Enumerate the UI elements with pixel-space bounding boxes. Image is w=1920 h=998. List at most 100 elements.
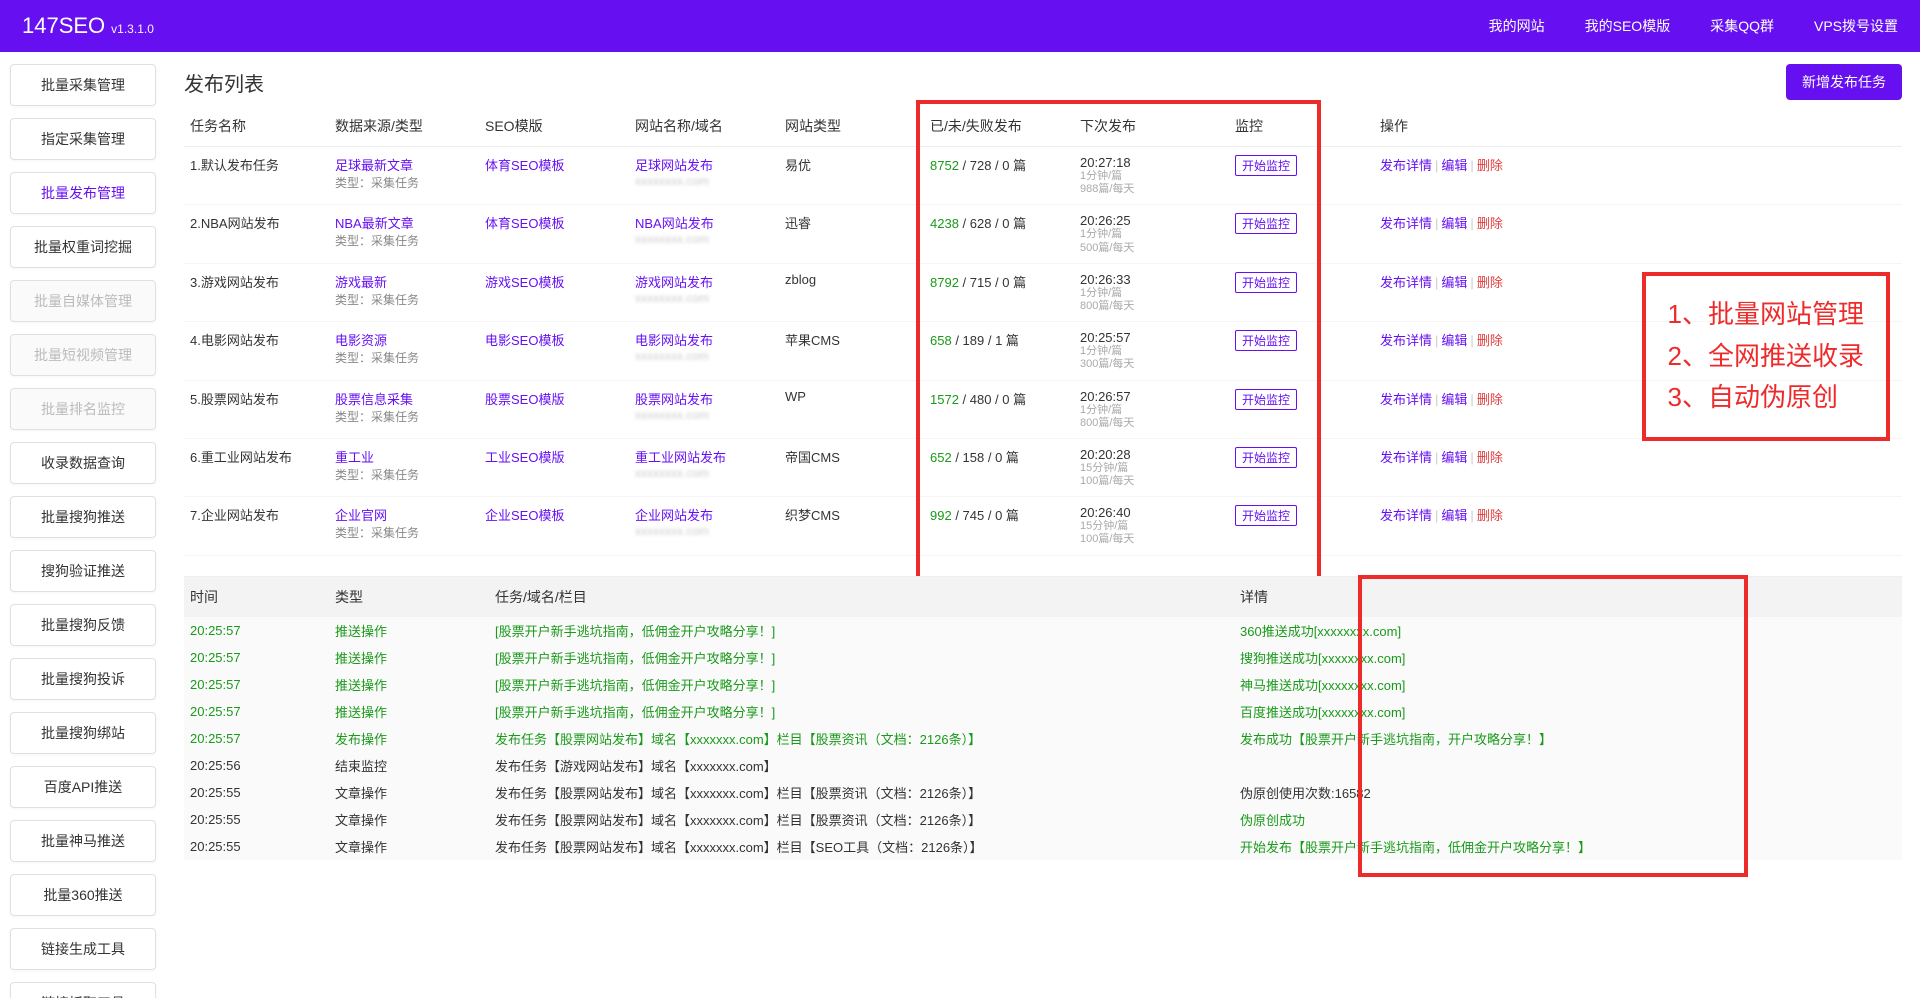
add-task-button[interactable]: 新增发布任务 (1786, 64, 1902, 100)
nav-item-2[interactable]: 采集QQ群 (1710, 16, 1774, 36)
sidebar-item-2[interactable]: 批量发布管理 (10, 172, 156, 214)
sidebar-item-15[interactable]: 批量360推送 (10, 874, 156, 916)
src-link[interactable]: 重工业 (335, 447, 473, 466)
op-edit[interactable]: 编辑 (1441, 508, 1467, 523)
log-task: 发布任务【游戏网站发布】域名【xxxxxxx.com】 (489, 752, 1234, 779)
site-link[interactable]: 股票网站发布 (635, 392, 713, 407)
sidebar-item-13[interactable]: 百度API推送 (10, 766, 156, 808)
op-detail[interactable]: 发布详情 (1380, 216, 1432, 231)
cell-type: 织梦CMS (779, 497, 924, 555)
tpl-link[interactable]: 工业SEO模版 (485, 450, 564, 465)
src-link[interactable]: 电影资源 (335, 330, 473, 349)
monitor-button[interactable]: 开始监控 (1235, 447, 1297, 468)
op-delete[interactable]: 删除 (1477, 333, 1503, 348)
sidebar-item-8[interactable]: 批量搜狗推送 (10, 496, 156, 538)
tpl-link[interactable]: 体育SEO模板 (485, 158, 564, 173)
cell-next: 20:26:4015分钟/篇100篇/每天 (1074, 497, 1229, 555)
sidebar-item-11[interactable]: 批量搜狗投诉 (10, 658, 156, 700)
nav-item-3[interactable]: VPS拨号设置 (1814, 16, 1898, 36)
site-link[interactable]: 重工业网站发布 (635, 450, 726, 465)
cell-src: 股票信息采集类型：采集任务 (329, 380, 479, 438)
op-delete[interactable]: 删除 (1477, 508, 1503, 523)
log-type: 推送操作 (329, 644, 489, 671)
op-detail[interactable]: 发布详情 (1380, 275, 1432, 290)
op-delete[interactable]: 删除 (1477, 392, 1503, 407)
log-detail (1234, 752, 1902, 779)
op-delete[interactable]: 删除 (1477, 216, 1503, 231)
monitor-button[interactable]: 开始监控 (1235, 389, 1297, 410)
op-edit[interactable]: 编辑 (1441, 216, 1467, 231)
log-type: 文章操作 (329, 833, 489, 860)
cell-mon: 开始监控 (1229, 322, 1374, 380)
cell-src: NBA最新文章类型：采集任务 (329, 205, 479, 263)
cell-type: zblog (779, 263, 924, 321)
col-pub: 已/未/失败发布 (924, 106, 1074, 147)
op-detail[interactable]: 发布详情 (1380, 508, 1432, 523)
cell-ops: 发布详情|编辑|删除 (1374, 147, 1902, 205)
log-task: [股票开户新手逃坑指南，低佣金开户攻略分享！] (489, 671, 1234, 698)
tpl-link[interactable]: 体育SEO模板 (485, 216, 564, 231)
site-link[interactable]: NBA网站发布 (635, 216, 714, 231)
cell-src: 游戏最新类型：采集任务 (329, 263, 479, 321)
tpl-link[interactable]: 游戏SEO模板 (485, 275, 564, 290)
op-detail[interactable]: 发布详情 (1380, 392, 1432, 407)
sidebar-item-12[interactable]: 批量搜狗绑站 (10, 712, 156, 754)
nav-item-0[interactable]: 我的网站 (1489, 16, 1545, 36)
op-edit[interactable]: 编辑 (1441, 450, 1467, 465)
sidebar-item-3[interactable]: 批量权重词挖掘 (10, 226, 156, 268)
op-delete[interactable]: 删除 (1477, 450, 1503, 465)
cell-site: 股票网站发布xxxxxxxx.com (629, 380, 779, 438)
sidebar-item-5: 批量短视频管理 (10, 334, 156, 376)
log-row: 20:25:57推送操作[股票开户新手逃坑指南，低佣金开户攻略分享！]百度推送成… (184, 698, 1902, 725)
monitor-button[interactable]: 开始监控 (1235, 330, 1297, 351)
log-detail: 开始发布【股票开户新手逃坑指南，低佣金开户攻略分享！】 (1234, 833, 1902, 860)
log-task: 发布任务【股票网站发布】域名【xxxxxxx.com】栏目【SEO工具（文档：2… (489, 833, 1234, 860)
sidebar-item-1[interactable]: 指定采集管理 (10, 118, 156, 160)
log-panel: 时间 类型 任务/域名/栏目 详情 20:25:57推送操作[股票开户新手逃坑指… (184, 576, 1902, 860)
tpl-link[interactable]: 股票SEO模版 (485, 392, 564, 407)
op-edit[interactable]: 编辑 (1441, 392, 1467, 407)
op-delete[interactable]: 删除 (1477, 158, 1503, 173)
src-link[interactable]: 企业官网 (335, 505, 473, 524)
op-detail[interactable]: 发布详情 (1380, 333, 1432, 348)
cell-pub: 652 / 158 / 0 篇 (924, 438, 1074, 496)
op-delete[interactable]: 删除 (1477, 275, 1503, 290)
sidebar-item-17[interactable]: 链接抓取工具 (10, 982, 156, 998)
monitor-button[interactable]: 开始监控 (1235, 505, 1297, 526)
src-link[interactable]: 游戏最新 (335, 272, 473, 291)
src-sub: 类型：采集任务 (335, 234, 419, 248)
tpl-link[interactable]: 企业SEO模板 (485, 508, 564, 523)
op-edit[interactable]: 编辑 (1441, 333, 1467, 348)
cell-pub: 658 / 189 / 1 篇 (924, 322, 1074, 380)
table-row: 6.重工业网站发布重工业类型：采集任务工业SEO模版重工业网站发布xxxxxxx… (184, 438, 1902, 496)
log-task: 发布任务【股票网站发布】域名【xxxxxxx.com】栏目【股票资讯（文档：21… (489, 806, 1234, 833)
monitor-button[interactable]: 开始监控 (1235, 213, 1297, 234)
site-domain: xxxxxxxx.com (635, 524, 773, 538)
app-name: 147SEO (22, 13, 105, 39)
sidebar-item-4: 批量自媒体管理 (10, 280, 156, 322)
op-detail[interactable]: 发布详情 (1380, 158, 1432, 173)
monitor-button[interactable]: 开始监控 (1235, 272, 1297, 293)
cell-tpl: 游戏SEO模板 (479, 263, 629, 321)
sidebar-item-14[interactable]: 批量神马推送 (10, 820, 156, 862)
site-link[interactable]: 企业网站发布 (635, 508, 713, 523)
sidebar-item-0[interactable]: 批量采集管理 (10, 64, 156, 106)
op-detail[interactable]: 发布详情 (1380, 450, 1432, 465)
src-link[interactable]: NBA最新文章 (335, 213, 473, 232)
monitor-button[interactable]: 开始监控 (1235, 155, 1297, 176)
tpl-link[interactable]: 电影SEO模板 (485, 333, 564, 348)
cell-tpl: 体育SEO模板 (479, 147, 629, 205)
sidebar-item-16[interactable]: 链接生成工具 (10, 928, 156, 970)
site-link[interactable]: 电影网站发布 (635, 333, 713, 348)
sidebar-item-7[interactable]: 收录数据查询 (10, 442, 156, 484)
main-panel: 发布列表 新增发布任务 任务名称 数据来源/类型 SEO模版 网站名称/域名 网… (166, 52, 1920, 998)
op-edit[interactable]: 编辑 (1441, 275, 1467, 290)
src-link[interactable]: 股票信息采集 (335, 389, 473, 408)
site-link[interactable]: 足球网站发布 (635, 158, 713, 173)
src-link[interactable]: 足球最新文章 (335, 155, 473, 174)
nav-item-1[interactable]: 我的SEO模版 (1585, 16, 1671, 36)
sidebar-item-10[interactable]: 批量搜狗反馈 (10, 604, 156, 646)
sidebar-item-9[interactable]: 搜狗验证推送 (10, 550, 156, 592)
op-edit[interactable]: 编辑 (1441, 158, 1467, 173)
site-link[interactable]: 游戏网站发布 (635, 275, 713, 290)
